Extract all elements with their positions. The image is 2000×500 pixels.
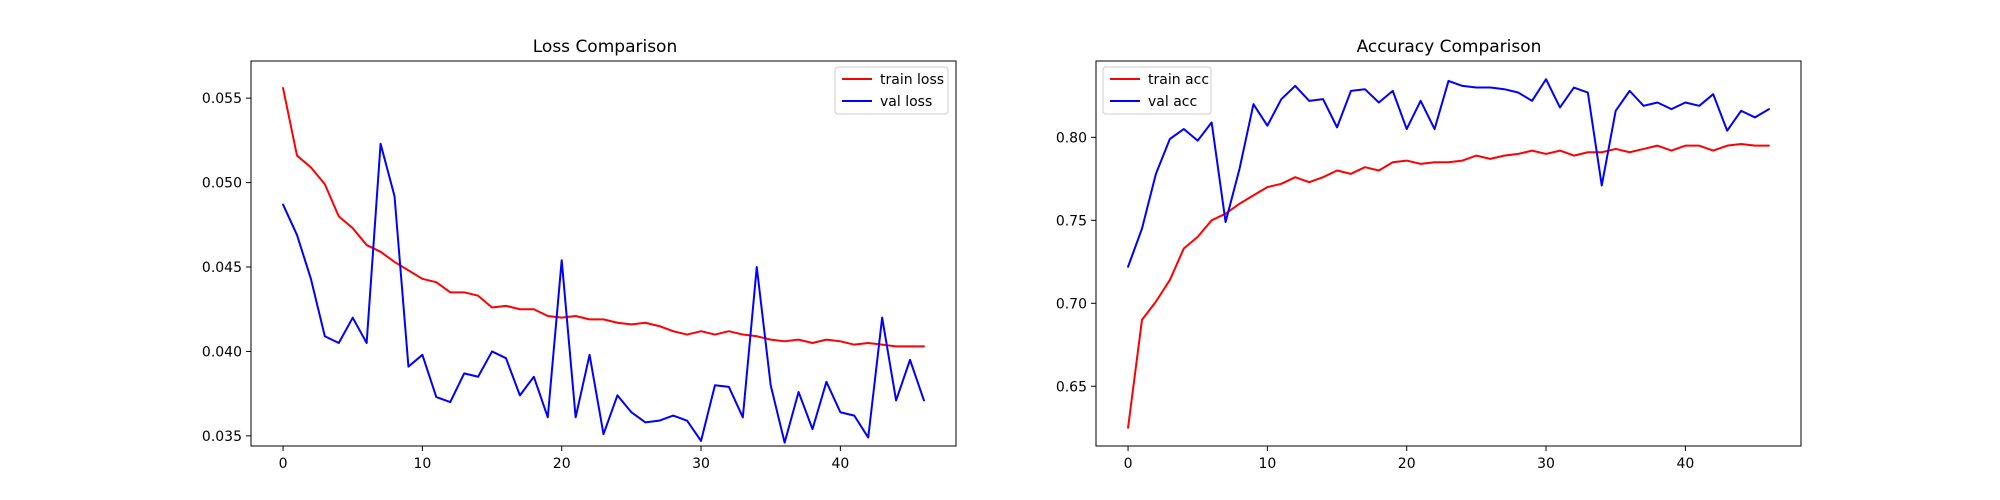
x-tick-label: 20	[553, 456, 571, 472]
legend-label-val-acc: val acc	[1148, 94, 1197, 110]
y-axis-ticks: 0.65 0.70 0.75 0.80	[1056, 130, 1096, 395]
x-tick-label: 10	[413, 456, 431, 472]
chart-title: Loss Comparison	[533, 37, 677, 57]
series-line-val-loss	[282, 142, 925, 444]
x-axis-ticks: 0 10 20 30 40	[1124, 446, 1694, 472]
legend: train acc val acc	[1102, 66, 1212, 115]
y-tick-label: 0.70	[1056, 296, 1087, 312]
plot-area	[1127, 78, 1770, 429]
axes-frame	[1095, 60, 1802, 447]
y-tick-label: 0.80	[1056, 130, 1087, 146]
y-tick-label: 0.045	[202, 260, 242, 276]
x-tick-label: 40	[1676, 456, 1694, 472]
series-line-train-acc	[1127, 142, 1770, 429]
legend-label-train-loss: train loss	[880, 72, 944, 88]
x-tick-label: 40	[831, 456, 849, 472]
x-tick-label: 30	[692, 456, 710, 472]
series-line-val-acc	[1127, 78, 1770, 268]
x-axis-ticks: 0 10 20 30 40	[279, 446, 849, 472]
x-tick-label: 0	[279, 456, 288, 472]
x-tick-label: 30	[1537, 456, 1555, 472]
y-tick-label: 0.035	[202, 429, 242, 445]
legend: train loss val loss	[834, 66, 949, 115]
accuracy-chart: Accuracy Comparison 0 10 20 30 40 0.650.700.…	[1056, 37, 1802, 472]
y-tick-label: 0.040	[202, 344, 242, 360]
legend-label-val-loss: val loss	[880, 94, 932, 110]
y-tick-label: 0.75	[1056, 213, 1087, 229]
axes-frame	[250, 60, 957, 447]
chart-title: Accuracy Comparison	[1357, 37, 1542, 57]
legend-label-train-acc: train acc	[1148, 72, 1209, 88]
x-tick-label: 20	[1398, 456, 1416, 472]
loss-chart: Loss Comparison 0 10 20 30 40 0.035 0.040 0.04…	[202, 37, 957, 472]
y-tick-label: 0.65	[1056, 379, 1087, 395]
plot-area	[282, 87, 925, 444]
y-axis-ticks: 0.035 0.040 0.045 0.050 0.055	[202, 91, 251, 445]
y-tick-label: 0.050	[202, 176, 242, 192]
x-tick-label: 10	[1258, 456, 1276, 472]
x-tick-label: 0	[1124, 456, 1133, 472]
series-line-train-loss	[282, 87, 925, 348]
y-tick-label: 0.055	[202, 91, 242, 107]
